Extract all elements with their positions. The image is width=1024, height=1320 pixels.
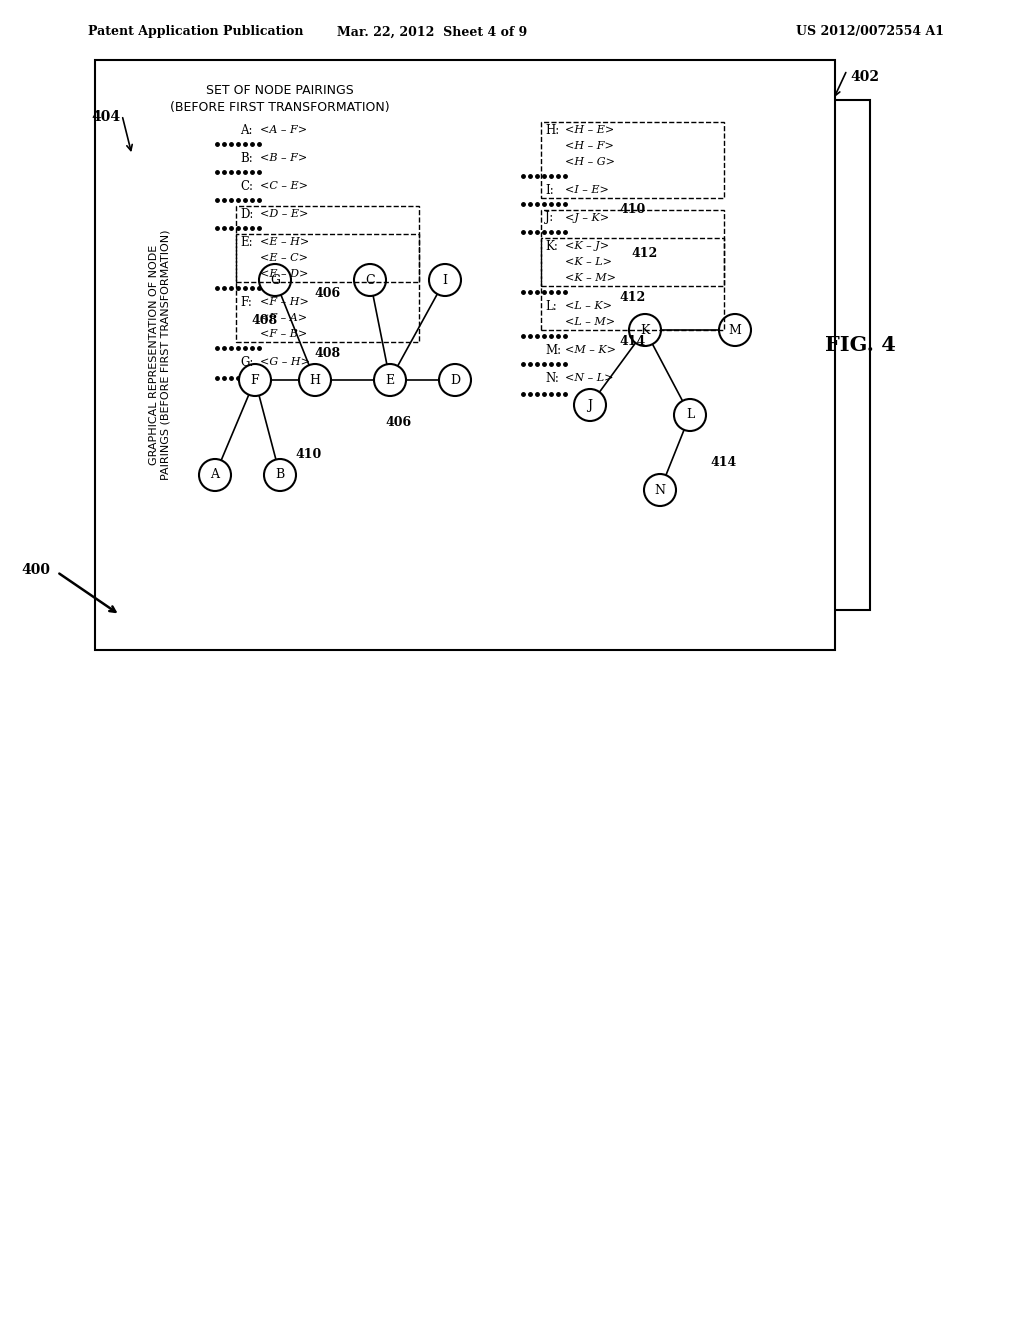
Text: J: J — [588, 399, 593, 412]
Bar — [236, 234, 419, 342]
Text: 406: 406 — [385, 416, 411, 429]
Circle shape — [199, 459, 231, 491]
Text: I: I — [442, 273, 447, 286]
Text: <J – K>: <J – K> — [565, 213, 609, 223]
Bar — [541, 238, 724, 330]
Text: I:: I: — [545, 183, 554, 197]
Text: 412: 412 — [620, 290, 645, 304]
Text: <C – E>: <C – E> — [260, 181, 308, 191]
Text: GRAPHICAL REPRESENTATION OF NODE
PAIRINGS (BEFORE FIRST TRANSFORMATION): GRAPHICAL REPRESENTATION OF NODE PAIRING… — [150, 230, 171, 480]
Text: H:: H: — [545, 124, 559, 136]
Circle shape — [429, 264, 461, 296]
Text: D: D — [450, 374, 460, 387]
Text: <H – E>: <H – E> — [565, 125, 614, 135]
Text: <D – E>: <D – E> — [260, 209, 308, 219]
Text: D:: D: — [240, 207, 253, 220]
Text: 404: 404 — [91, 110, 120, 124]
Text: G: G — [270, 273, 280, 286]
Text: J:: J: — [545, 211, 553, 224]
Text: 406: 406 — [314, 286, 341, 300]
Text: A: A — [211, 469, 219, 482]
Text: <G – H>: <G – H> — [260, 356, 310, 367]
Text: 414: 414 — [710, 455, 736, 469]
Circle shape — [674, 399, 706, 432]
Circle shape — [264, 459, 296, 491]
Text: H: H — [309, 374, 321, 387]
Circle shape — [644, 474, 676, 506]
Text: <K – M>: <K – M> — [565, 273, 616, 282]
Bar — [541, 121, 724, 198]
Text: B: B — [275, 469, 285, 482]
Circle shape — [354, 264, 386, 296]
Circle shape — [239, 364, 271, 396]
Text: 408: 408 — [314, 347, 341, 360]
Text: SET OF NODE PAIRINGS: SET OF NODE PAIRINGS — [206, 83, 354, 96]
Text: K: K — [640, 323, 650, 337]
Text: <K – J>: <K – J> — [565, 242, 609, 251]
Text: G:: G: — [240, 355, 253, 368]
Circle shape — [574, 389, 606, 421]
Text: <L – K>: <L – K> — [565, 301, 612, 312]
Text: M:: M: — [545, 343, 561, 356]
Text: N: N — [654, 483, 666, 496]
Text: <H – F>: <H – F> — [565, 141, 613, 150]
Text: C:: C: — [240, 180, 253, 193]
Text: 400: 400 — [22, 564, 50, 577]
Text: Patent Application Publication: Patent Application Publication — [88, 25, 303, 38]
Text: 402: 402 — [850, 70, 879, 84]
Text: US 2012/0072554 A1: US 2012/0072554 A1 — [796, 25, 944, 38]
Text: <A – F>: <A – F> — [260, 125, 307, 135]
Bar — [95, 59, 835, 649]
Text: <M – K>: <M – K> — [565, 345, 616, 355]
Circle shape — [299, 364, 331, 396]
Text: 412: 412 — [632, 247, 658, 260]
Text: <E – D>: <E – D> — [260, 269, 308, 279]
Text: <L – M>: <L – M> — [565, 317, 615, 327]
Text: <K – L>: <K – L> — [565, 257, 612, 267]
Text: (BEFORE FIRST TRANSFORMATION): (BEFORE FIRST TRANSFORMATION) — [170, 102, 390, 115]
Text: 410: 410 — [620, 203, 645, 216]
Bar — [236, 206, 419, 282]
Text: K:: K: — [545, 239, 558, 252]
Text: E:: E: — [240, 235, 253, 248]
Text: L:: L: — [545, 300, 557, 313]
Text: F:: F: — [240, 296, 252, 309]
Text: A:: A: — [240, 124, 253, 136]
Text: <E – H>: <E – H> — [260, 238, 309, 247]
Text: 408: 408 — [252, 314, 279, 326]
Text: N:: N: — [545, 371, 559, 384]
Text: <F – H>: <F – H> — [260, 297, 309, 308]
Bar — [541, 210, 724, 286]
Text: M: M — [728, 323, 741, 337]
Text: <E – C>: <E – C> — [260, 253, 308, 263]
Text: Mar. 22, 2012  Sheet 4 of 9: Mar. 22, 2012 Sheet 4 of 9 — [337, 25, 527, 38]
Text: <F – A>: <F – A> — [260, 313, 307, 323]
Circle shape — [719, 314, 751, 346]
Text: 410: 410 — [295, 449, 322, 462]
Text: B:: B: — [240, 152, 253, 165]
Circle shape — [374, 364, 406, 396]
Text: E: E — [385, 374, 394, 387]
Text: <N – L>: <N – L> — [565, 374, 613, 383]
Bar — [130, 100, 870, 610]
Text: <I – E>: <I – E> — [565, 185, 609, 195]
Text: L: L — [686, 408, 694, 421]
Circle shape — [439, 364, 471, 396]
Circle shape — [629, 314, 662, 346]
Text: FIG. 4: FIG. 4 — [824, 335, 895, 355]
Text: F: F — [251, 374, 259, 387]
Text: <B – F>: <B – F> — [260, 153, 307, 162]
Text: C: C — [366, 273, 375, 286]
Circle shape — [259, 264, 291, 296]
Text: <H – G>: <H – G> — [565, 157, 615, 168]
Text: <F – B>: <F – B> — [260, 329, 307, 339]
Text: 414: 414 — [620, 335, 645, 348]
